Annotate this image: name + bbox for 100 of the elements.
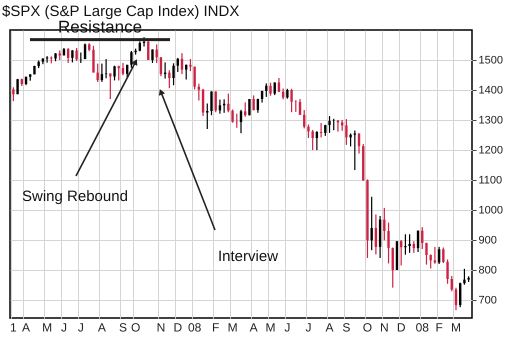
x-tick-label: O: [362, 320, 372, 334]
candlestick: [274, 82, 276, 96]
candlestick: [160, 56, 162, 77]
x-tick-label: 08: [416, 320, 430, 334]
x-tick-label: O: [130, 320, 140, 334]
x-tick-label: F: [212, 320, 220, 334]
candlestick: [345, 118, 348, 146]
candlestick: [66, 47, 70, 64]
candlestick: [463, 268, 466, 286]
x-tick-label: F: [435, 320, 443, 334]
x-tick-label: J: [305, 320, 312, 334]
candlestick: [75, 47, 78, 62]
candlestick: [12, 86, 15, 102]
candlestick: [290, 88, 293, 113]
y-tick-label: 900: [478, 234, 497, 246]
candlestick: [400, 239, 402, 266]
candlestick: [370, 196, 373, 251]
candlestick: [374, 214, 378, 255]
x-tick-label: S: [118, 320, 127, 334]
candlestick: [383, 207, 386, 241]
x-tick-label: D: [396, 320, 406, 334]
candlestick: [164, 62, 166, 80]
candlestick: [429, 254, 432, 270]
candlestick: [80, 52, 82, 64]
candlestick: [176, 57, 179, 73]
candlestick: [434, 246, 436, 264]
candlestick: [214, 90, 217, 113]
candlestick: [126, 64, 128, 79]
y-tick-label: 1500: [478, 54, 503, 66]
candlestick: [282, 88, 284, 100]
candlestick: [227, 93, 230, 113]
candlestick: [231, 108, 234, 124]
candlestick: [332, 118, 335, 131]
candlestick: [198, 83, 200, 102]
candlestick: [100, 63, 104, 82]
y-tick-label: 700: [478, 294, 497, 306]
candlestick: [349, 132, 352, 147]
candlestick: [147, 40, 150, 61]
candlestick: [130, 50, 133, 68]
x-tick-label: A: [326, 320, 334, 334]
candlestick: [193, 66, 196, 90]
candlestick: [168, 70, 171, 89]
x-tick-label: A: [98, 320, 106, 334]
candlestick: [206, 102, 208, 130]
candlestick: [278, 77, 280, 93]
candlestick: [71, 50, 74, 63]
candlestick: [252, 94, 255, 111]
candlestick: [392, 246, 394, 288]
x-tick-label: S: [342, 320, 350, 334]
candlestick: [58, 50, 61, 61]
chart-title: $SPX (S&P Large Cap Index) INDX: [2, 3, 240, 20]
candlestick: [142, 36, 146, 48]
x-tick-label: M: [228, 320, 238, 334]
candlestick: [185, 64, 188, 80]
candlestick: [307, 124, 310, 139]
y-tick-label: 800: [478, 264, 497, 276]
candlestick: [96, 63, 99, 82]
candlestick: [109, 72, 112, 100]
candlestick: [50, 56, 53, 64]
x-tick-label: 08: [188, 320, 202, 334]
candlestick: [172, 62, 175, 86]
y-tick-label: 1300: [478, 114, 503, 126]
candlestick: [340, 119, 344, 132]
candlestick: [336, 119, 340, 132]
candlestick: [155, 44, 158, 64]
candlestick: [256, 98, 260, 114]
annotation: Interview: [218, 248, 278, 265]
x-tick-label: N: [156, 320, 166, 334]
x-tick-label: D: [173, 320, 182, 334]
candlestick: [458, 282, 462, 308]
candlestick: [218, 99, 222, 114]
x-tick-label: J: [284, 320, 290, 334]
x-tick-label: J: [78, 320, 84, 334]
candlestick: [265, 82, 268, 98]
candlestick: [450, 275, 453, 292]
candlestick: [311, 129, 314, 151]
x-tick-label: M: [266, 320, 276, 334]
y-tick-label: 1400: [478, 84, 503, 96]
candlestick: [412, 240, 416, 254]
candlestick: [442, 246, 445, 264]
y-tick-label: 1000: [478, 204, 503, 216]
candlestick: [408, 234, 411, 254]
candlestick: [222, 98, 226, 114]
x-tick-label: A: [22, 320, 30, 334]
annotation: Swing Rebound: [22, 188, 128, 205]
candlestick: [421, 226, 424, 250]
candlestick: [202, 88, 204, 117]
x-tick-label: N: [380, 320, 389, 334]
y-tick-label: 1200: [478, 144, 503, 156]
x-tick-label: 1: [10, 320, 18, 334]
x-tick-label: J: [60, 320, 67, 334]
candlestick: [316, 130, 318, 151]
candlestick: [294, 100, 297, 112]
x-tick-label: M: [450, 320, 461, 334]
candlestick: [244, 102, 246, 118]
candlestick: [320, 122, 322, 138]
candlestick: [248, 98, 251, 116]
candlestick: [138, 40, 142, 52]
y-tick-label: 1100: [478, 174, 502, 186]
candlestick: [303, 110, 306, 129]
